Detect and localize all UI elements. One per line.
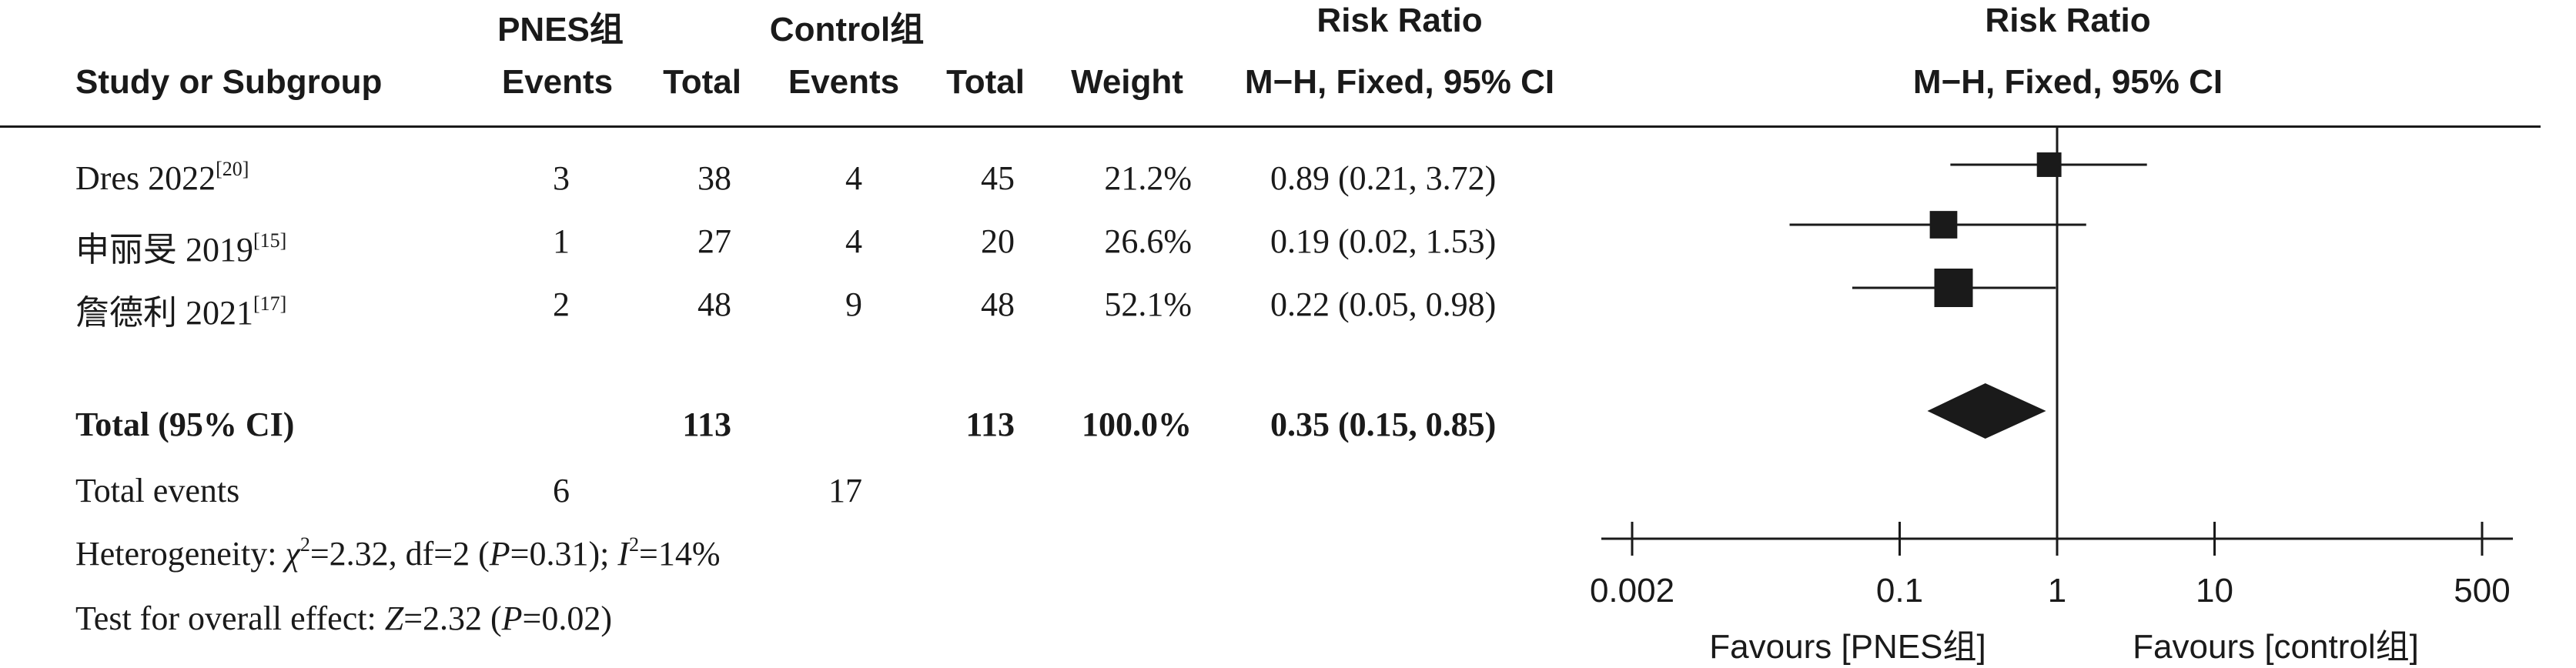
group1-total: 38 bbox=[698, 159, 731, 197]
group2-events: 4 bbox=[845, 222, 862, 260]
group2-total: 20 bbox=[981, 222, 1015, 260]
rr-plot-title: Risk Ratio bbox=[1985, 2, 2151, 39]
group1-header: PNES组 bbox=[497, 11, 624, 48]
group1-events-header: Events bbox=[501, 63, 614, 101]
study-weight: 21.2% bbox=[1104, 159, 1192, 197]
study-reference: [17] bbox=[253, 292, 287, 315]
study-name: Dres 2022[20] bbox=[75, 158, 249, 198]
heterogeneity-text: Heterogeneity: χ2=2.32, df=2 (P=0.31); I… bbox=[75, 533, 721, 573]
x-tick-label: 0.1 bbox=[1876, 572, 1923, 610]
study-point-estimate bbox=[2036, 152, 2062, 177]
group1-events: 3 bbox=[553, 159, 570, 197]
group1-events: 1 bbox=[553, 222, 570, 260]
total-events-label: Total events bbox=[75, 472, 240, 509]
study-reference: [15] bbox=[253, 229, 287, 252]
pooled-ci: 0.35 (0.15, 0.85) bbox=[1270, 406, 1497, 443]
study-name: 詹德利 2021[17] bbox=[75, 292, 287, 332]
group2-total-n: 113 bbox=[965, 406, 1015, 443]
plot-method-header: M−H, Fixed, 95% CI bbox=[1912, 63, 2223, 101]
study-point-estimate bbox=[1929, 211, 1958, 239]
study-column-header: Study or Subgroup bbox=[75, 63, 383, 101]
group2-events: 9 bbox=[845, 286, 862, 323]
group1-events: 2 bbox=[553, 286, 570, 323]
study-point-estimate bbox=[1934, 269, 1973, 307]
study-ci: 0.22 (0.05, 0.98) bbox=[1270, 286, 1497, 323]
study-ci: 0.89 (0.21, 3.72) bbox=[1270, 159, 1497, 197]
study-ci: 0.19 (0.02, 1.53) bbox=[1270, 222, 1497, 260]
group2-total: 45 bbox=[981, 159, 1015, 197]
x-tick-label: 500 bbox=[2454, 572, 2510, 610]
group1-total: 48 bbox=[698, 286, 731, 323]
x-tick-label: 10 bbox=[2196, 572, 2233, 610]
weight-header: Weight bbox=[1071, 63, 1183, 101]
group1-total-events: 6 bbox=[553, 472, 570, 509]
header-rule bbox=[0, 125, 2541, 128]
study-reference: [20] bbox=[216, 158, 249, 180]
total-weight: 100.0% bbox=[1082, 406, 1192, 443]
group2-total-events: 17 bbox=[828, 472, 862, 509]
favours-left-label: Favours [PNES组] bbox=[1709, 628, 1986, 666]
group2-header: Control组 bbox=[769, 11, 925, 48]
group2-events-header: Events bbox=[788, 63, 900, 101]
x-tick-label: 0.002 bbox=[1590, 572, 1674, 610]
study-name: 申丽旻 2019[15] bbox=[75, 229, 287, 269]
group2-total-header: Total bbox=[946, 63, 1025, 101]
group2-total: 48 bbox=[981, 286, 1015, 323]
group1-total: 27 bbox=[698, 222, 731, 260]
pooled-diamond bbox=[1927, 383, 2046, 439]
group1-total-n: 113 bbox=[682, 406, 731, 443]
method-header: M−H, Fixed, 95% CI bbox=[1244, 63, 1555, 101]
rr-table-title: Risk Ratio bbox=[1316, 2, 1483, 39]
group2-events: 4 bbox=[845, 159, 862, 197]
favours-right-label: Favours [control组] bbox=[2133, 628, 2419, 666]
study-weight: 26.6% bbox=[1104, 222, 1192, 260]
x-tick-label: 1 bbox=[2048, 572, 2066, 610]
total-label: Total (95% CI) bbox=[75, 406, 295, 443]
group1-total-header: Total bbox=[663, 63, 741, 101]
study-weight: 52.1% bbox=[1104, 286, 1192, 323]
overall-effect-text: Test for overall effect: Z=2.32 (P=0.02) bbox=[75, 600, 613, 637]
